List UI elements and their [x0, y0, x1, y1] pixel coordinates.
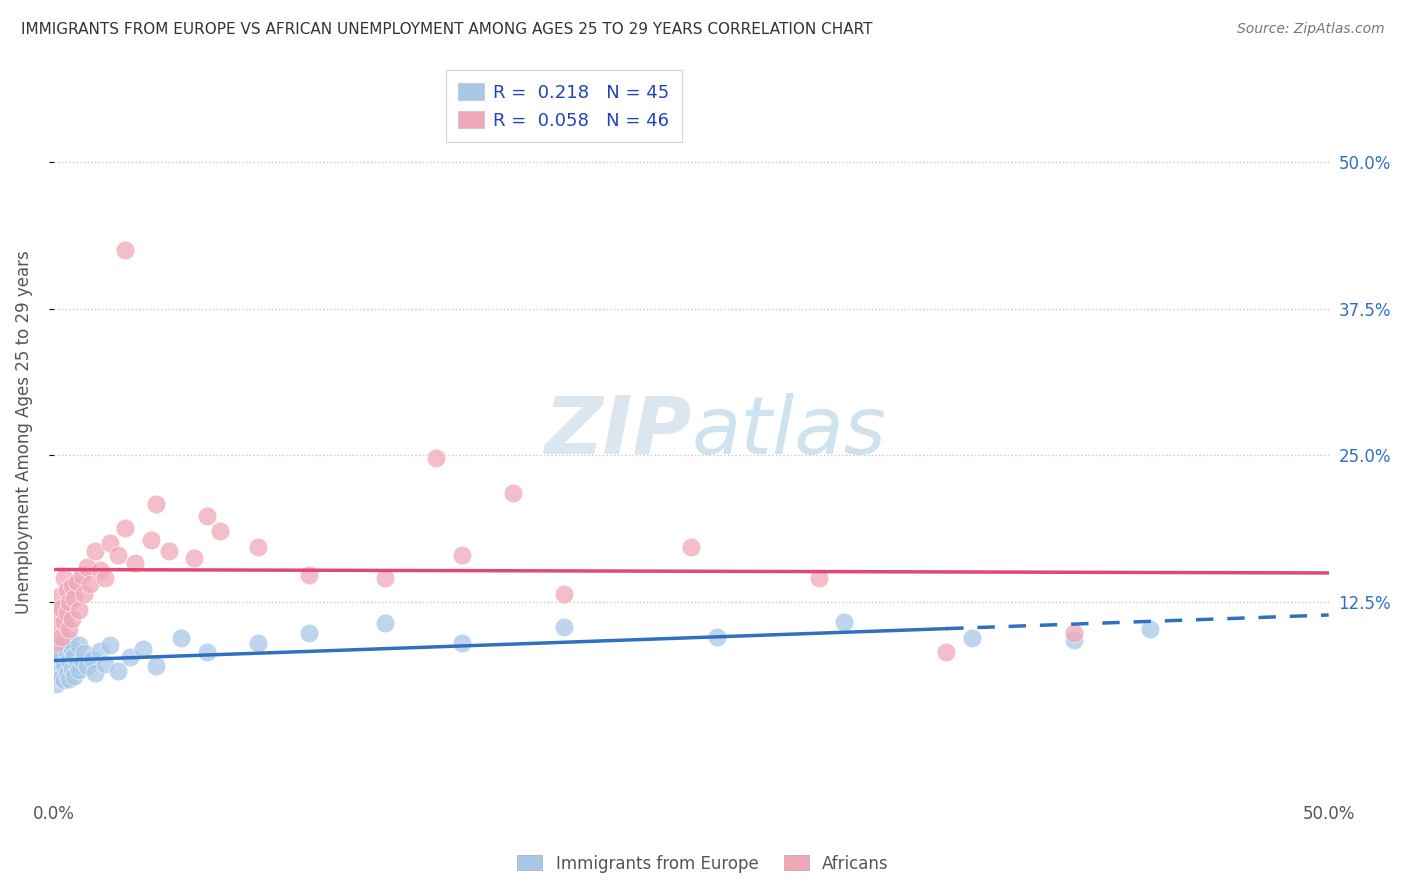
Point [246, 636, 269, 650]
Point [80, 652, 103, 666]
Point [45, 653, 67, 667]
Point [374, 615, 396, 630]
Point [60, 612, 83, 626]
Point [73, 646, 96, 660]
Point [195, 645, 218, 659]
Point [58, 672, 80, 686]
Point [681, 540, 703, 554]
Point [298, 567, 321, 582]
Point [76, 659, 98, 673]
Point [45, 636, 67, 650]
Point [66, 658, 89, 673]
Point [55, 607, 77, 621]
Point [67, 603, 90, 617]
Point [76, 559, 98, 574]
Point [66, 574, 89, 589]
Point [374, 571, 396, 585]
Legend: R =  0.218   N = 45, R =  0.058   N = 46: R = 0.218 N = 45, R = 0.058 N = 46 [446, 70, 682, 142]
Point [107, 548, 129, 562]
Point [139, 533, 162, 547]
Point [935, 645, 957, 659]
Point [114, 243, 136, 257]
Text: IMMIGRANTS FROM EUROPE VS AFRICAN UNEMPLOYMENT AMONG AGES 25 TO 29 YEARS CORRELA: IMMIGRANTS FROM EUROPE VS AFRICAN UNEMPL… [21, 22, 873, 37]
Point [183, 551, 205, 566]
Point [53, 636, 76, 650]
Point [94, 571, 117, 585]
Y-axis label: Unemployment Among Ages 25 to 29 years: Unemployment Among Ages 25 to 29 years [15, 250, 32, 614]
Text: atlas: atlas [692, 392, 886, 471]
Point [145, 659, 167, 673]
Point [60, 661, 83, 675]
Point [425, 450, 447, 465]
Point [51, 648, 73, 662]
Point [58, 622, 80, 636]
Point [832, 615, 855, 629]
Point [450, 636, 472, 650]
Text: ZIP: ZIP [544, 392, 692, 471]
Point [58, 633, 80, 648]
Point [83, 544, 105, 558]
Point [132, 641, 155, 656]
Point [79, 577, 101, 591]
Point [53, 571, 76, 585]
Point [63, 591, 86, 606]
Point [58, 595, 80, 609]
Point [195, 509, 218, 524]
Point [51, 600, 73, 615]
Point [208, 524, 231, 539]
Legend: Immigrants from Europe, Africans: Immigrants from Europe, Africans [510, 848, 896, 880]
Point [51, 671, 73, 685]
Point [94, 657, 117, 671]
Point [67, 663, 90, 677]
Point [63, 668, 86, 682]
Point [45, 607, 67, 621]
Point [60, 579, 83, 593]
Point [98, 536, 121, 550]
Point [53, 615, 76, 629]
Point [51, 630, 73, 644]
Point [58, 653, 80, 667]
Point [70, 567, 93, 582]
Point [60, 641, 83, 656]
Point [706, 630, 728, 644]
Point [53, 657, 76, 671]
Point [246, 540, 269, 554]
Point [73, 586, 96, 600]
Point [114, 521, 136, 535]
Point [124, 556, 146, 570]
Point [807, 571, 830, 585]
Point [553, 586, 575, 600]
Point [157, 544, 180, 558]
Point [107, 664, 129, 678]
Point [1139, 622, 1161, 636]
Point [553, 620, 575, 634]
Point [63, 648, 86, 663]
Point [53, 673, 76, 688]
Point [170, 631, 193, 645]
Point [502, 485, 524, 500]
Point [1063, 633, 1085, 648]
Point [48, 618, 70, 632]
Point [960, 631, 983, 645]
Point [48, 665, 70, 679]
Point [83, 666, 105, 681]
Point [1063, 626, 1085, 640]
Point [450, 548, 472, 562]
Point [48, 641, 70, 656]
Point [55, 667, 77, 681]
Point [45, 677, 67, 691]
Point [98, 638, 121, 652]
Point [298, 626, 321, 640]
Text: Source: ZipAtlas.com: Source: ZipAtlas.com [1237, 22, 1385, 37]
Point [55, 582, 77, 597]
Point [89, 563, 111, 577]
Point [120, 649, 142, 664]
Point [145, 498, 167, 512]
Point [48, 589, 70, 603]
Point [55, 645, 77, 659]
Point [67, 638, 90, 652]
Point [89, 644, 111, 658]
Point [70, 653, 93, 667]
